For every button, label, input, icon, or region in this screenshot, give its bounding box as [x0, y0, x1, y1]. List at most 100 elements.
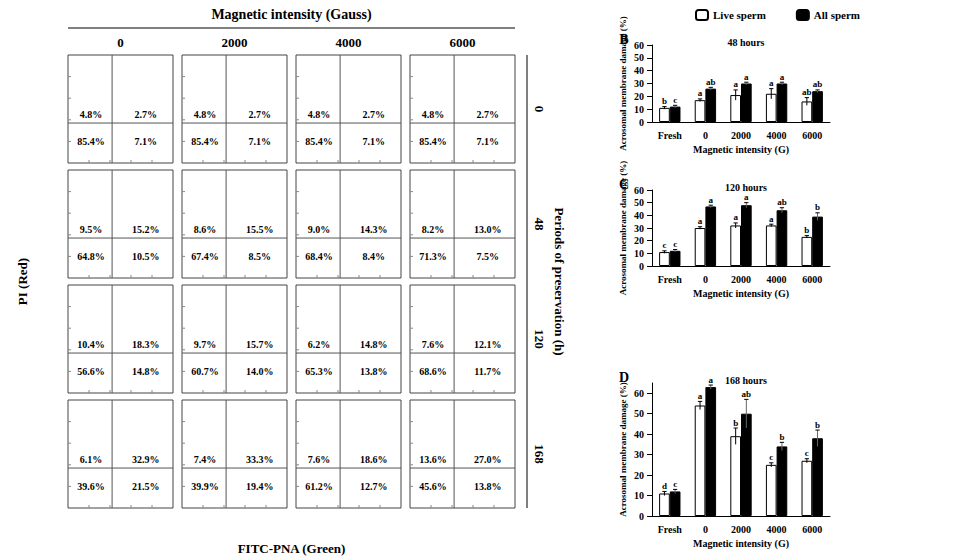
- svg-text:27.0%: 27.0%: [474, 454, 502, 465]
- svg-text:PI (Red): PI (Red): [15, 258, 30, 305]
- svg-text:4000: 4000: [767, 130, 787, 141]
- svg-text:68.4%: 68.4%: [305, 251, 333, 262]
- svg-text:13.0%: 13.0%: [474, 224, 502, 235]
- svg-text:c: c: [769, 452, 773, 462]
- svg-text:9.0%: 9.0%: [308, 224, 331, 235]
- svg-text:Fresh: Fresh: [658, 524, 683, 535]
- svg-text:60: 60: [634, 40, 644, 51]
- svg-text:64.8%: 64.8%: [77, 251, 105, 262]
- svg-text:10: 10: [634, 490, 644, 501]
- svg-text:7.6%: 7.6%: [422, 339, 445, 350]
- svg-text:15.5%: 15.5%: [246, 224, 274, 235]
- svg-text:12.1%: 12.1%: [474, 339, 502, 350]
- svg-text:c: c: [673, 239, 677, 249]
- svg-text:14.8%: 14.8%: [132, 366, 160, 377]
- svg-text:2.7%: 2.7%: [248, 109, 271, 120]
- svg-text:2.7%: 2.7%: [362, 109, 385, 120]
- svg-text:d: d: [662, 481, 667, 491]
- svg-text:6.1%: 6.1%: [80, 454, 103, 465]
- svg-text:6000: 6000: [802, 274, 822, 285]
- svg-text:18.3%: 18.3%: [132, 339, 160, 350]
- svg-text:19.4%: 19.4%: [246, 481, 274, 492]
- svg-text:Acrosomal membrane damage (%): Acrosomal membrane damage (%): [618, 382, 628, 517]
- svg-text:0: 0: [703, 274, 708, 285]
- svg-text:61.2%: 61.2%: [305, 481, 333, 492]
- svg-text:0: 0: [703, 524, 708, 535]
- svg-text:48: 48: [532, 218, 547, 232]
- svg-text:ab: ab: [742, 389, 752, 399]
- svg-text:40: 40: [634, 429, 644, 440]
- svg-text:a: a: [698, 216, 703, 226]
- svg-text:13.8%: 13.8%: [360, 366, 388, 377]
- svg-text:Magnetic intensity (Gauss): Magnetic intensity (Gauss): [211, 7, 372, 23]
- svg-text:7.4%: 7.4%: [194, 454, 217, 465]
- svg-text:20: 20: [634, 470, 644, 481]
- svg-text:8.4%: 8.4%: [362, 251, 385, 262]
- svg-text:40: 40: [634, 65, 644, 76]
- svg-text:2000: 2000: [731, 274, 751, 285]
- svg-text:a: a: [769, 214, 774, 224]
- svg-text:65.3%: 65.3%: [305, 366, 333, 377]
- svg-text:120: 120: [532, 329, 547, 349]
- svg-text:9.7%: 9.7%: [194, 339, 217, 350]
- svg-text:a: a: [698, 88, 703, 98]
- svg-text:6000: 6000: [802, 524, 822, 535]
- svg-text:7.5%: 7.5%: [476, 251, 499, 262]
- svg-text:168 hours: 168 hours: [725, 375, 767, 386]
- svg-text:30: 30: [634, 449, 644, 460]
- svg-text:a: a: [733, 212, 738, 222]
- svg-text:9.5%: 9.5%: [80, 224, 103, 235]
- svg-text:0: 0: [703, 130, 708, 141]
- svg-text:a: a: [744, 192, 749, 202]
- svg-text:a: a: [698, 391, 703, 401]
- svg-text:Acrosomal membrane damage (%): Acrosomal membrane damage (%): [618, 16, 628, 151]
- svg-text:0: 0: [639, 261, 644, 272]
- svg-text:10: 10: [634, 248, 644, 259]
- svg-text:14.0%: 14.0%: [246, 366, 274, 377]
- svg-text:45.6%: 45.6%: [419, 481, 447, 492]
- svg-text:0: 0: [117, 35, 124, 50]
- svg-text:ab: ab: [813, 79, 823, 89]
- svg-text:30: 30: [634, 223, 644, 234]
- svg-text:Fresh: Fresh: [658, 274, 683, 285]
- svg-text:a: a: [708, 375, 713, 385]
- svg-text:8.5%: 8.5%: [248, 251, 271, 262]
- svg-text:14.8%: 14.8%: [360, 339, 388, 350]
- svg-text:a: a: [708, 195, 713, 205]
- svg-text:20: 20: [634, 235, 644, 246]
- svg-text:ab: ab: [777, 197, 787, 207]
- svg-text:48 hours: 48 hours: [728, 37, 765, 48]
- svg-text:4.8%: 4.8%: [80, 109, 103, 120]
- svg-text:b: b: [779, 432, 784, 442]
- svg-text:4000: 4000: [767, 524, 787, 535]
- svg-text:Live sperm: Live sperm: [713, 9, 766, 21]
- svg-text:Acrosomal membrane damage (%): Acrosomal membrane damage (%): [618, 161, 628, 296]
- svg-text:33.3%: 33.3%: [246, 454, 274, 465]
- svg-text:7.1%: 7.1%: [476, 136, 499, 147]
- svg-text:c: c: [662, 240, 666, 250]
- svg-text:11.7%: 11.7%: [474, 366, 501, 377]
- svg-text:40: 40: [634, 210, 644, 221]
- svg-text:85.4%: 85.4%: [191, 136, 219, 147]
- svg-text:6.2%: 6.2%: [308, 339, 331, 350]
- svg-text:a: a: [733, 79, 738, 89]
- svg-text:13.8%: 13.8%: [474, 481, 502, 492]
- svg-text:18.6%: 18.6%: [360, 454, 388, 465]
- svg-text:4.8%: 4.8%: [194, 109, 217, 120]
- svg-text:Periods of preservation (h): Periods of preservation (h): [552, 207, 567, 355]
- svg-text:4.8%: 4.8%: [308, 109, 331, 120]
- svg-text:85.4%: 85.4%: [305, 136, 333, 147]
- svg-text:10.4%: 10.4%: [77, 339, 105, 350]
- svg-text:120 hours: 120 hours: [725, 182, 767, 193]
- svg-text:0: 0: [532, 106, 547, 113]
- svg-text:50: 50: [634, 197, 644, 208]
- svg-text:7.1%: 7.1%: [362, 136, 385, 147]
- svg-text:67.4%: 67.4%: [191, 251, 219, 262]
- svg-text:All sperm: All sperm: [814, 9, 860, 21]
- svg-text:39.6%: 39.6%: [77, 481, 105, 492]
- svg-text:6000: 6000: [450, 35, 476, 50]
- svg-text:60: 60: [634, 185, 644, 196]
- svg-text:b: b: [815, 420, 820, 430]
- svg-text:56.6%: 56.6%: [77, 366, 105, 377]
- svg-text:21.5%: 21.5%: [132, 481, 160, 492]
